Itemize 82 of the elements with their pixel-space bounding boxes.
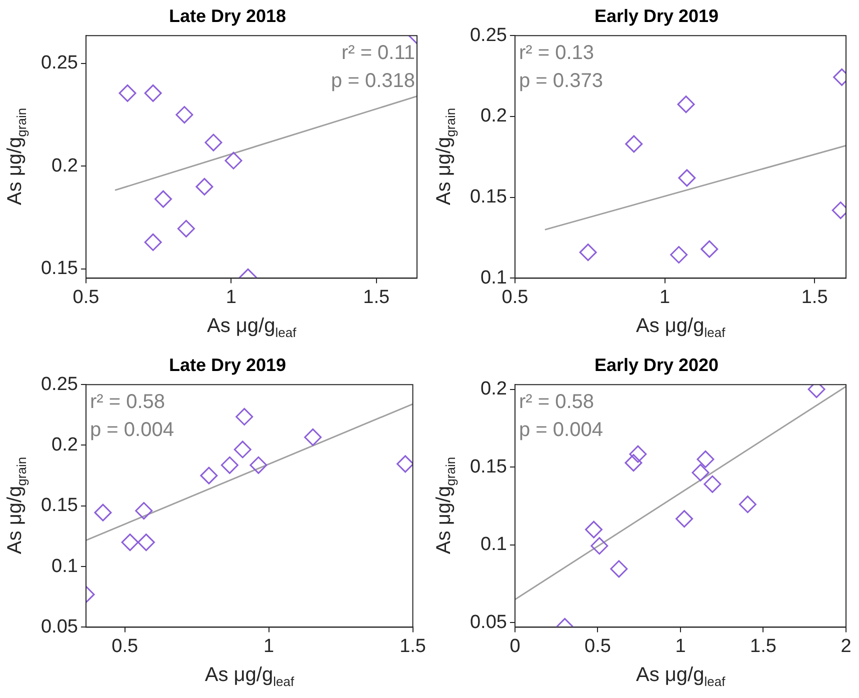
point [692, 464, 710, 482]
x-tick-label: 1.5 [363, 286, 390, 308]
point [700, 240, 718, 258]
point [236, 408, 254, 426]
annotation: p = 0.004 [518, 419, 603, 442]
annotation: r² = 0.58 [518, 391, 594, 414]
x-axis-title: As μg/g$_{leaf}$ [204, 664, 294, 689]
point [738, 496, 756, 514]
point [590, 537, 608, 555]
x-tick-label: 1.5 [400, 636, 426, 657]
y-tick-label: 0.15 [470, 186, 507, 208]
point [678, 169, 696, 187]
y-tick-label: 0.05 [470, 612, 507, 633]
y-tick-label: 0.1 [480, 267, 507, 288]
y-tick-label: 0.05 [40, 616, 78, 638]
x-tick-label: 0.5 [72, 286, 100, 308]
point [585, 520, 603, 538]
y-tick-label: 0.2 [52, 155, 78, 176]
x-axis-title: As μg/g$_{leaf}$ [636, 315, 726, 340]
y-tick-label: 0.2 [52, 434, 78, 456]
point [176, 106, 194, 124]
y-tick-label: 0.15 [40, 495, 78, 516]
point [624, 454, 642, 472]
point [670, 246, 688, 264]
annotation: p = 0.004 [90, 419, 174, 442]
point [121, 534, 139, 552]
point [200, 466, 218, 484]
point [676, 510, 694, 528]
annotation: p = 0.318 [331, 70, 415, 92]
point [610, 560, 628, 578]
x-tick-label: 1 [659, 286, 670, 308]
x-tick-label: 2 [840, 636, 852, 657]
point [196, 178, 214, 196]
x-axis-title: As μg/g$_{leaf}$ [206, 315, 296, 340]
chart-title: Early Dry 2019 [594, 6, 719, 26]
point [234, 440, 252, 458]
x-tick-label: 0.5 [112, 636, 138, 657]
x-axis-title: As μg/g$_{leaf}$ [636, 664, 726, 689]
point [220, 456, 238, 474]
point [396, 455, 413, 473]
annotation: r² = 0.13 [518, 42, 594, 64]
y-tick-label: 0.2 [480, 106, 507, 127]
point [144, 84, 162, 102]
point [177, 220, 195, 238]
annotation: r² = 0.11 [341, 42, 415, 64]
point [94, 504, 112, 522]
x-tick-label: 1 [675, 636, 686, 657]
point [118, 84, 136, 102]
point [135, 502, 153, 520]
y-tick-label: 0.25 [470, 24, 507, 46]
point [677, 96, 695, 114]
y-tick-label: 0.15 [470, 456, 507, 478]
y-tick-label: 0.2 [480, 378, 507, 400]
point [137, 534, 155, 552]
y-tick-label: 0.1 [52, 556, 78, 577]
x-tick-label: 1.5 [801, 286, 828, 308]
point [154, 190, 172, 208]
point [224, 152, 242, 170]
chart-title: Late Dry 2018 [168, 6, 286, 26]
point [625, 135, 643, 153]
point [629, 445, 647, 463]
y-tick-label: 0.25 [40, 52, 78, 74]
y-tick-label: 0.15 [40, 258, 78, 280]
point [304, 428, 322, 446]
x-tick-label: 1 [226, 286, 236, 308]
x-tick-label: 0 [510, 636, 520, 657]
x-tick-label: 0.5 [584, 636, 611, 657]
annotation: r² = 0.58 [90, 391, 166, 414]
point [579, 244, 597, 262]
point [144, 233, 162, 251]
point [250, 456, 268, 474]
x-tick-label: 1 [264, 636, 274, 657]
chart-title: Early Dry 2020 [594, 354, 719, 375]
point [204, 134, 222, 152]
point [704, 475, 722, 493]
chart-title: Late Dry 2019 [168, 354, 286, 375]
x-tick-label: 1.5 [750, 636, 776, 657]
point [696, 450, 714, 468]
x-tick-label: 0.5 [502, 286, 528, 308]
y-tick-label: 0.1 [480, 534, 507, 556]
annotation: p = 0.373 [518, 70, 603, 92]
y-tick-label: 0.25 [40, 374, 78, 395]
